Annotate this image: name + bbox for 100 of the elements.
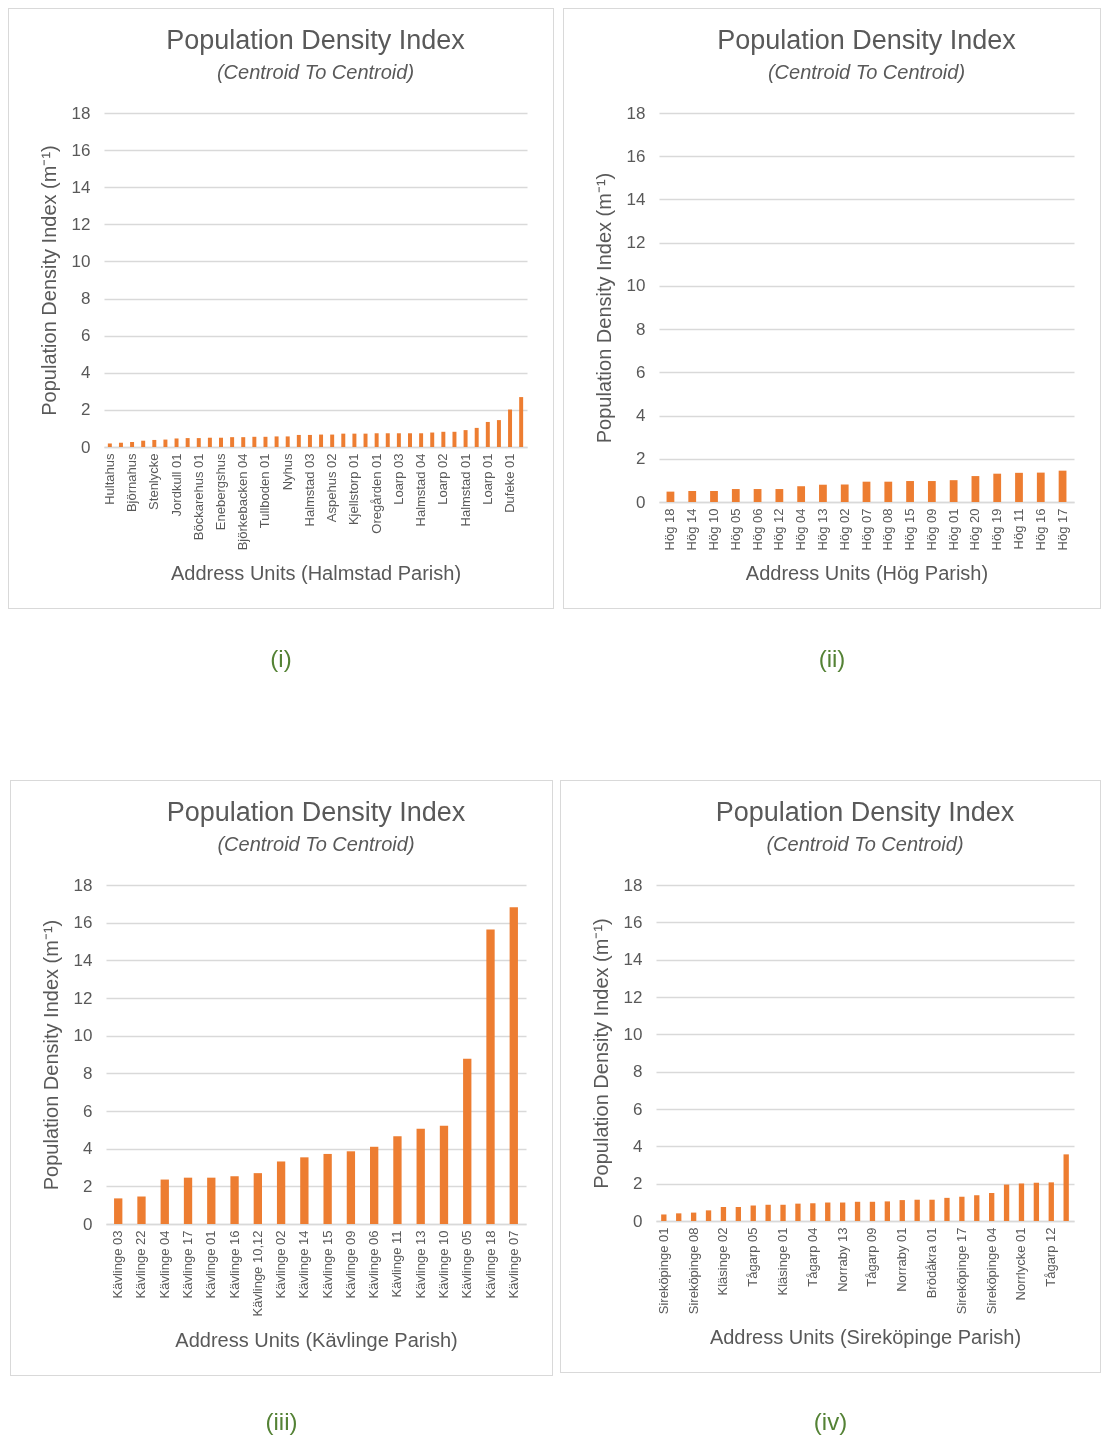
y-tick-label: 6 <box>81 326 91 346</box>
chart-title: Population Density Index <box>717 25 1017 55</box>
x-tick-label: Kävlinge 04 <box>156 1230 172 1299</box>
x-tick-label: Kävlinge 09 <box>342 1230 358 1299</box>
y-tick-label: 6 <box>83 1101 93 1121</box>
x-axis-title: Address Units (Hög Parish) <box>745 562 989 585</box>
text: (i) <box>269 645 293 673</box>
bar <box>207 1177 216 1224</box>
x-tick-label: Hög 06 <box>749 508 765 551</box>
x-tick-label: Hög 08 <box>880 508 896 551</box>
y-tick-label: 8 <box>81 289 91 309</box>
bar <box>906 481 914 502</box>
x-tick-label: Stenlycke <box>146 453 162 510</box>
bar <box>300 1157 309 1224</box>
x-tick-label: Nyhus <box>279 453 295 491</box>
x-tick-label: Kävlinge 06 <box>366 1230 382 1299</box>
bar <box>735 1207 741 1221</box>
bar <box>810 1203 816 1221</box>
x-tick-label: Hög 01 <box>945 508 961 551</box>
bar <box>441 431 446 447</box>
bar <box>485 421 490 447</box>
y-tick-label: 12 <box>73 988 93 1008</box>
x-tick-label: Dufeke 01 <box>502 453 518 513</box>
bar <box>819 484 827 502</box>
x-tick-label: Hög 17 <box>1054 508 1070 551</box>
bar <box>869 1201 876 1221</box>
bar <box>219 437 223 447</box>
bar <box>1048 1182 1054 1221</box>
bar <box>107 443 112 447</box>
x-tick-label: Kävlinge 22 <box>133 1230 149 1299</box>
bar <box>825 1202 831 1221</box>
bar <box>519 397 524 447</box>
bar <box>396 433 401 447</box>
bar <box>840 484 849 502</box>
bar <box>765 1204 771 1221</box>
bar <box>252 436 257 447</box>
y-axis-title: Population Density Index (m⁻¹) <box>37 145 60 416</box>
bar <box>408 433 412 447</box>
x-tick-label: Tågarp 09 <box>864 1227 880 1287</box>
bar <box>795 1203 801 1221</box>
bar <box>1036 472 1045 502</box>
x-tick-label: Kävlinge 18 <box>482 1230 498 1299</box>
bar <box>346 1151 356 1224</box>
x-tick-label: Hög 07 <box>858 508 874 551</box>
x-tick-label: Hög 04 <box>793 508 809 551</box>
x-tick-label: Jordkull 01 <box>168 453 184 517</box>
bar <box>463 1058 472 1224</box>
y-tick-label: 16 <box>623 912 643 932</box>
y-tick-label: 4 <box>633 1136 643 1156</box>
bar <box>274 436 279 447</box>
bar <box>174 438 179 447</box>
y-tick-label: 10 <box>623 1024 643 1044</box>
x-tick-label: Hög 18 <box>662 508 678 551</box>
bar <box>141 440 146 447</box>
x-tick-label: Hög 11 <box>1010 508 1026 550</box>
y-tick-label: 8 <box>636 319 646 339</box>
chart-title: Population Density Index <box>166 797 466 827</box>
x-axis-title: Address Units (Sireköpinge Parish) <box>709 1326 1022 1349</box>
bar <box>676 1213 682 1221</box>
x-tick-label: Kävlinge 15 <box>319 1230 335 1299</box>
bar <box>230 437 235 447</box>
y-tick-label: 10 <box>626 276 646 296</box>
x-tick-label: Halmstad 04 <box>413 453 429 527</box>
bar <box>419 433 424 447</box>
bar <box>118 442 123 447</box>
chart-title: Population Density Index <box>715 797 1015 827</box>
bar <box>385 433 390 447</box>
x-tick-label: Hög 09 <box>923 508 939 551</box>
y-tick-label: 6 <box>633 1099 643 1119</box>
x-tick-label: Kävlinge 05 <box>459 1230 475 1299</box>
y-tick-label: 4 <box>81 363 91 383</box>
y-tick-label: 12 <box>626 233 646 253</box>
x-tick-label: Norraby 13 <box>834 1227 850 1292</box>
x-tick-label: Hög 19 <box>989 508 1005 551</box>
bar <box>720 1207 727 1221</box>
x-tick-label: Böckarehus 01 <box>190 453 206 541</box>
y-tick-label: 18 <box>71 103 91 123</box>
y-tick-label: 12 <box>623 987 643 1007</box>
bar <box>263 436 268 447</box>
x-tick-label: Sireköpinge 08 <box>685 1227 701 1315</box>
bar <box>439 1125 449 1224</box>
bar <box>884 481 893 502</box>
y-tick-label: 0 <box>636 492 646 512</box>
x-tick-label: Kävlinge 13 <box>412 1230 428 1299</box>
bar <box>753 489 762 502</box>
x-tick-label: Björnahus <box>124 453 140 513</box>
bar <box>463 430 468 447</box>
x-tick-label: Hög 13 <box>814 508 830 551</box>
bar <box>496 420 501 447</box>
y-tick-label: 12 <box>71 214 91 234</box>
bar <box>137 1196 146 1224</box>
bar <box>114 1198 123 1224</box>
y-tick-label: 16 <box>626 146 646 166</box>
bar <box>130 441 135 447</box>
y-tick-label: 18 <box>626 103 646 123</box>
bar <box>688 490 697 502</box>
bar <box>775 489 784 502</box>
y-tick-label: 0 <box>83 1214 93 1234</box>
text: (ii) <box>817 645 847 673</box>
y-tick-label: 14 <box>623 950 643 970</box>
